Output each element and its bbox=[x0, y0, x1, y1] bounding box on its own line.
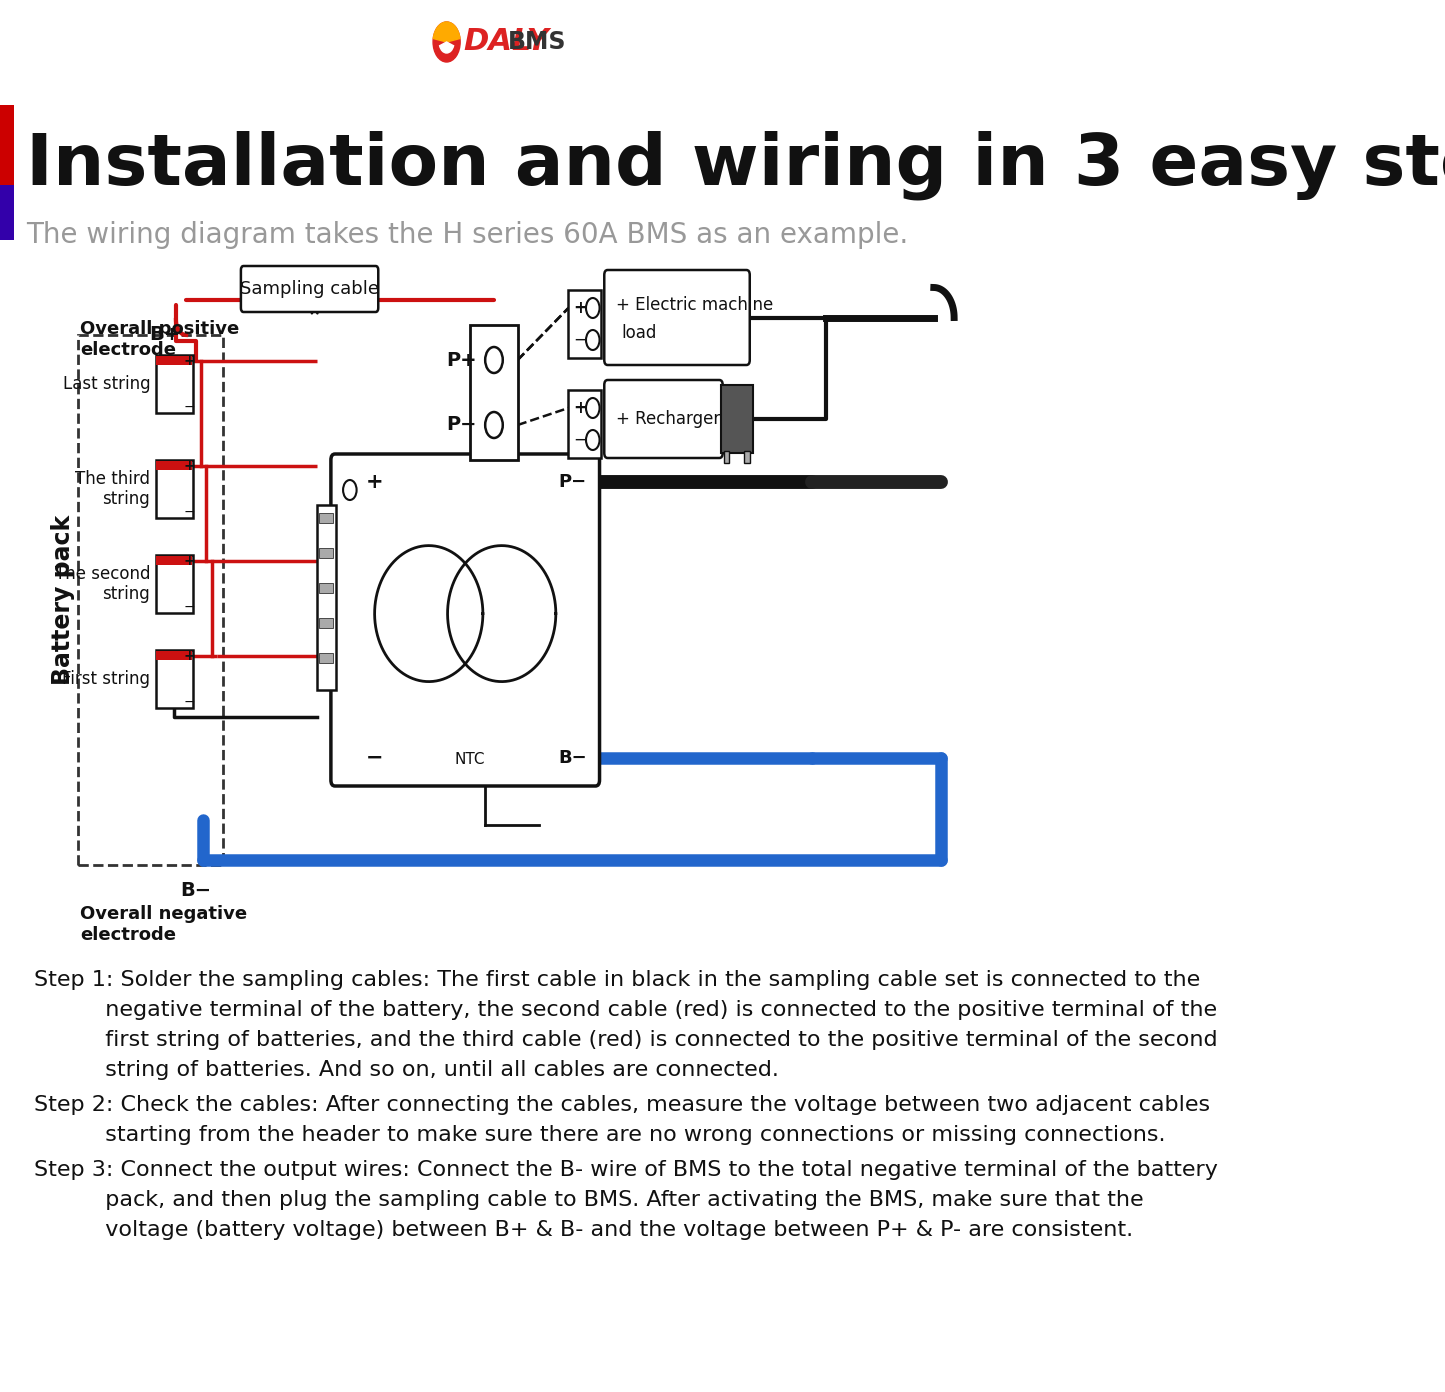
Text: First string: First string bbox=[62, 670, 150, 688]
Circle shape bbox=[587, 398, 600, 418]
Text: + Electric machine: + Electric machine bbox=[616, 296, 773, 315]
Text: pack, and then plug the sampling cable to BMS. After activating the BMS, make su: pack, and then plug the sampling cable t… bbox=[33, 1190, 1143, 1210]
Bar bbox=[319, 618, 332, 628]
Bar bbox=[568, 290, 601, 358]
Bar bbox=[470, 324, 517, 459]
Text: −: − bbox=[366, 748, 383, 768]
Text: +: + bbox=[184, 554, 195, 568]
Bar bbox=[156, 651, 192, 660]
Bar bbox=[319, 548, 332, 558]
Text: +: + bbox=[184, 649, 195, 663]
Bar bbox=[744, 451, 750, 464]
Text: Overall negative
electrode: Overall negative electrode bbox=[79, 905, 247, 944]
Text: B+: B+ bbox=[149, 326, 181, 344]
Text: The third
string: The third string bbox=[75, 469, 150, 508]
Bar bbox=[721, 386, 753, 452]
Circle shape bbox=[587, 330, 600, 349]
Text: −: − bbox=[184, 600, 195, 614]
Bar bbox=[156, 555, 192, 565]
Circle shape bbox=[587, 430, 600, 450]
FancyBboxPatch shape bbox=[241, 266, 379, 312]
Text: +: + bbox=[366, 472, 383, 491]
Bar bbox=[156, 356, 192, 365]
Text: string of batteries. And so on, until all cables are connected.: string of batteries. And so on, until al… bbox=[33, 1059, 779, 1080]
Bar bbox=[78, 335, 224, 864]
Text: Step 1: Solder the sampling cables: The first cable in black in the sampling cab: Step 1: Solder the sampling cables: The … bbox=[33, 970, 1201, 990]
Bar bbox=[724, 451, 730, 464]
Circle shape bbox=[486, 347, 503, 373]
Text: Step 2: Check the cables: After connecting the cables, measure the voltage betwe: Step 2: Check the cables: After connecti… bbox=[33, 1096, 1209, 1115]
Text: DALY: DALY bbox=[464, 28, 549, 57]
Bar bbox=[0, 185, 13, 239]
Bar bbox=[319, 653, 332, 663]
Text: Last string: Last string bbox=[62, 374, 150, 393]
Text: +: + bbox=[184, 459, 195, 473]
Text: Sampling cable: Sampling cable bbox=[240, 280, 379, 298]
Text: NTC: NTC bbox=[455, 753, 486, 767]
FancyBboxPatch shape bbox=[604, 380, 722, 458]
Bar bbox=[319, 583, 332, 593]
Text: Installation and wiring in 3 easy steps: Installation and wiring in 3 easy steps bbox=[26, 131, 1445, 199]
Text: Battery pack: Battery pack bbox=[51, 515, 75, 685]
Text: B−: B− bbox=[181, 881, 212, 899]
FancyBboxPatch shape bbox=[331, 454, 600, 786]
Text: +: + bbox=[574, 299, 587, 317]
FancyBboxPatch shape bbox=[604, 270, 750, 365]
Text: load: load bbox=[621, 324, 656, 342]
Text: P+: P+ bbox=[447, 351, 477, 369]
Bar bbox=[156, 555, 192, 612]
Bar bbox=[0, 104, 13, 185]
Text: +: + bbox=[184, 354, 195, 367]
Text: The wiring diagram takes the H series 60A BMS as an example.: The wiring diagram takes the H series 60… bbox=[26, 221, 907, 249]
Circle shape bbox=[342, 480, 357, 500]
Text: B−: B− bbox=[558, 749, 587, 767]
Bar bbox=[156, 355, 192, 413]
Circle shape bbox=[587, 298, 600, 317]
Bar bbox=[319, 514, 332, 523]
Wedge shape bbox=[439, 42, 454, 53]
Bar bbox=[156, 459, 192, 518]
Text: + Recharger: + Recharger bbox=[616, 411, 720, 427]
Circle shape bbox=[486, 412, 503, 438]
Text: P−: P− bbox=[558, 473, 587, 491]
Text: −: − bbox=[574, 432, 587, 450]
Text: starting from the header to make sure there are no wrong connections or missing : starting from the header to make sure th… bbox=[33, 1125, 1165, 1146]
Bar bbox=[316, 505, 335, 690]
Text: voltage (battery voltage) between B+ & B- and the voltage between P+ & P- are co: voltage (battery voltage) between B+ & B… bbox=[33, 1219, 1133, 1240]
Text: −: − bbox=[184, 695, 195, 709]
Text: +: + bbox=[574, 400, 587, 418]
Text: BMS: BMS bbox=[507, 31, 566, 54]
Text: negative terminal of the battery, the second cable (red) is connected to the pos: negative terminal of the battery, the se… bbox=[33, 999, 1217, 1020]
Text: first string of batteries, and the third cable (red) is connected to the positiv: first string of batteries, and the third… bbox=[33, 1030, 1218, 1050]
Text: P−: P− bbox=[447, 415, 477, 434]
Text: −: − bbox=[184, 400, 195, 413]
Text: Step 3: Connect the output wires: Connect the B- wire of BMS to the total negati: Step 3: Connect the output wires: Connec… bbox=[33, 1160, 1218, 1180]
Circle shape bbox=[434, 22, 460, 63]
Text: Overall positive
electrode: Overall positive electrode bbox=[79, 320, 238, 359]
Bar bbox=[156, 650, 192, 709]
Text: −: − bbox=[574, 331, 587, 349]
Bar bbox=[568, 390, 601, 458]
Text: The second
string: The second string bbox=[55, 565, 150, 603]
Text: −: − bbox=[184, 505, 195, 519]
Bar bbox=[156, 461, 192, 470]
Wedge shape bbox=[434, 22, 460, 42]
